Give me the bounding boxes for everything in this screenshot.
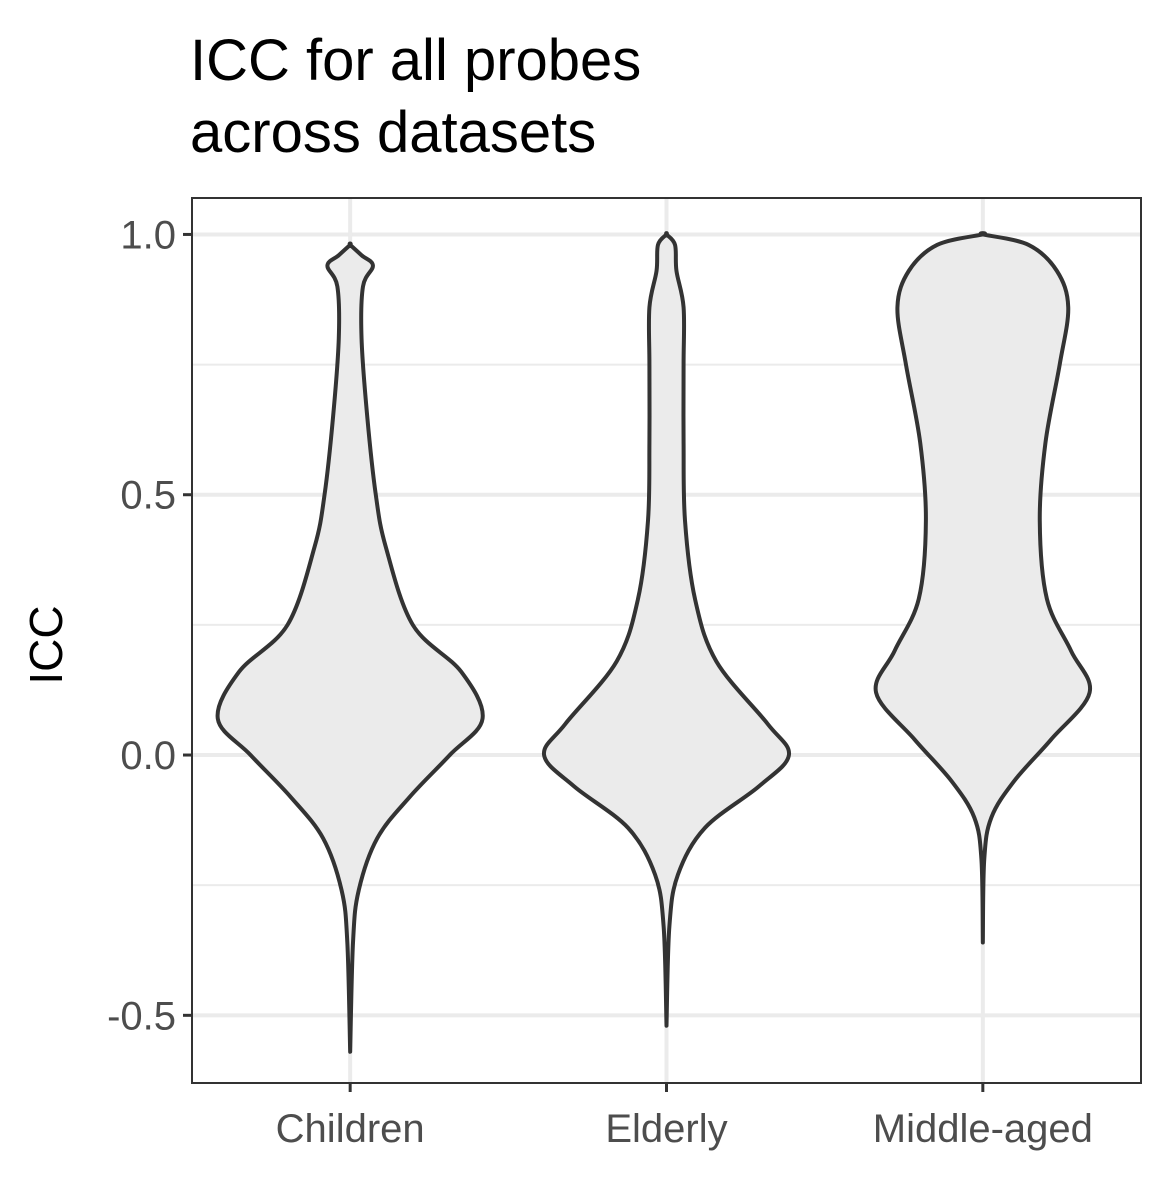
violin-elderly [542,231,791,1028]
x-tick-label-children: Children [276,1107,425,1151]
axes: -0.5 0.0 0.5 1.0 Children Elderly Middle-aged [107,213,1093,1151]
y-tick-label: 1.0 [120,213,176,257]
y-axis-title: ICC [20,605,72,684]
y-tick-label: 0.0 [120,734,176,778]
chart-title-line-1: ICC for all probes [190,28,641,93]
violin-middle-aged [873,231,1093,945]
violin-layer [215,231,1093,1054]
y-tick-label: 0.5 [120,474,176,518]
y-tick-label: -0.5 [107,994,176,1038]
x-tick-label-middle-aged: Middle-aged [873,1107,1093,1151]
violin-children [215,241,485,1054]
x-tick-label-elderly: Elderly [605,1107,727,1151]
chart-title-line-2: across datasets [190,100,596,165]
